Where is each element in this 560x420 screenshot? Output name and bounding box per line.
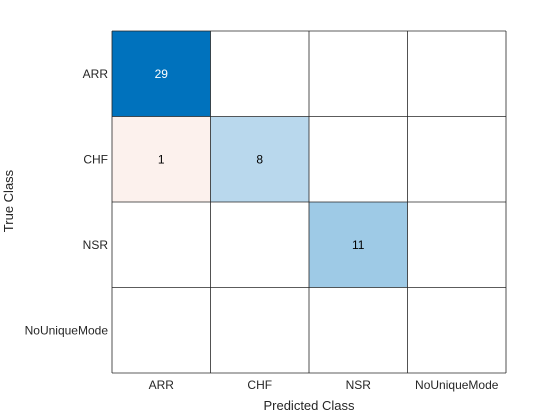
matrix-cell-CHF-CHF xyxy=(210,116,309,202)
matrix-cell-CHF-NSR xyxy=(309,116,408,202)
y-tick-label-CHF: CHF xyxy=(83,152,108,166)
x-tick-label-ARR: ARR xyxy=(149,378,175,392)
cell-value-ARR-ARR: 29 xyxy=(155,67,169,81)
x-tick-label-NoUniqueMode: NoUniqueMode xyxy=(415,378,499,392)
matrix-cell-ARR-NSR xyxy=(309,31,408,117)
matrix-gridlines xyxy=(111,30,507,374)
matrix-cell-NSR-CHF xyxy=(210,202,309,288)
y-tick-label-NSR: NSR xyxy=(83,238,109,252)
cell-value-NSR-NSR: 11 xyxy=(352,238,365,252)
x-tick-labels: ARR CHF NSR NoUniqueMode xyxy=(149,378,499,392)
x-tick-label-CHF: CHF xyxy=(247,378,272,392)
cell-value-CHF-ARR: 1 xyxy=(158,152,165,166)
matrix-cell-ARR-NoUniqueMode xyxy=(407,31,506,117)
matrix-cells xyxy=(112,31,506,373)
x-tick-label-NSR: NSR xyxy=(346,378,372,392)
y-tick-label-NoUniqueMode: NoUniqueMode xyxy=(25,323,109,337)
y-tick-label-ARR: ARR xyxy=(83,67,109,81)
matrix-cell-NSR-ARR xyxy=(112,202,211,288)
matrix-cell-NoUniqueMode-ARR xyxy=(112,287,211,373)
matrix-cell-NSR-NSR xyxy=(309,202,408,288)
y-axis-label: True Class xyxy=(1,169,16,232)
matrix-cell-NoUniqueMode-CHF xyxy=(210,287,309,373)
matrix-cell-ARR-CHF xyxy=(210,31,309,117)
matrix-cell-NoUniqueMode-NSR xyxy=(309,287,408,373)
matrix-cell-NSR-NoUniqueMode xyxy=(407,202,506,288)
matrix-cell-CHF-NoUniqueMode xyxy=(407,116,506,202)
matrix-cell-CHF-ARR xyxy=(112,116,211,202)
matrix-cell-ARR-ARR xyxy=(112,31,211,117)
x-axis-label: Predicted Class xyxy=(263,398,355,413)
y-tick-labels: ARR CHF NSR NoUniqueMode xyxy=(25,67,109,338)
cell-value-CHF-CHF: 8 xyxy=(256,152,263,166)
cell-value-labels: 29 1 8 11 xyxy=(155,67,365,252)
matrix-cell-NoUniqueMode-NoUniqueMode xyxy=(407,287,506,373)
